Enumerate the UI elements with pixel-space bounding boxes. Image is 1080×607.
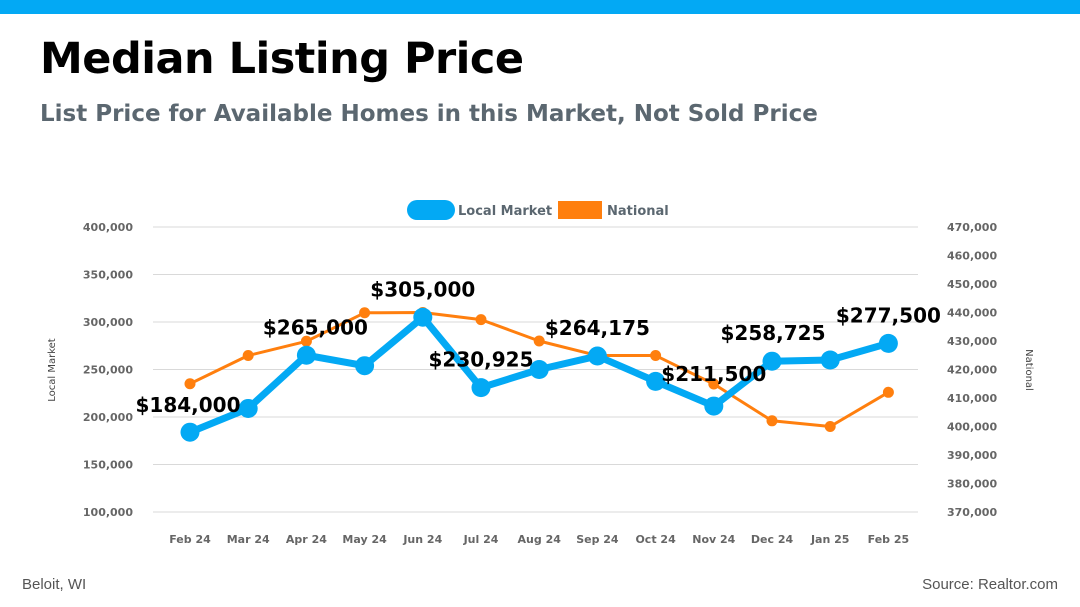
point-local-5 <box>471 378 491 398</box>
point-local-0 <box>180 422 200 442</box>
y-tick-label: 150,000 <box>83 459 133 472</box>
data-label-local-7: $264,175 <box>545 316 650 340</box>
data-label-local-9: $211,500 <box>661 362 766 386</box>
point-national-1 <box>242 350 254 362</box>
page-title: Median Listing Price <box>40 34 524 84</box>
y2-tick-label: 370,000 <box>947 506 997 519</box>
data-label-local-5: $230,925 <box>428 348 533 372</box>
legend-label-national: National <box>607 204 669 219</box>
y-tick-label: 250,000 <box>83 364 133 377</box>
legend-swatch-national <box>558 201 602 219</box>
point-local-10 <box>762 351 782 371</box>
point-national-0 <box>184 378 196 390</box>
y2-tick-label: 380,000 <box>947 478 997 491</box>
y2-tick-label: 470,000 <box>947 221 997 234</box>
x-tick-label: Jul 24 <box>463 533 499 546</box>
data-label-local-4: $305,000 <box>370 277 475 301</box>
x-tick-label: Nov 24 <box>692 533 735 546</box>
source-label: Source: Realtor.com <box>922 576 1058 593</box>
y2-tick-label: 460,000 <box>947 250 997 263</box>
y2-tick-label: 420,000 <box>947 364 997 377</box>
page-subtitle: List Price for Available Homes in this M… <box>40 101 818 127</box>
data-label-local-10: $258,725 <box>720 321 825 345</box>
y2-tick-label: 400,000 <box>947 421 997 434</box>
point-local-4 <box>413 307 433 327</box>
point-local-8 <box>646 371 666 391</box>
point-national-12 <box>882 386 894 398</box>
y-tick-label: 200,000 <box>83 411 133 424</box>
x-tick-label: Feb 24 <box>169 533 211 546</box>
y2-axis-title: National <box>1023 349 1034 391</box>
point-local-3 <box>355 356 375 376</box>
point-local-6 <box>529 360 549 379</box>
point-national-6 <box>533 335 545 347</box>
data-label-local-2: $265,000 <box>263 315 368 339</box>
x-tick-label: Jan 25 <box>810 533 849 546</box>
point-local-1 <box>238 398 258 418</box>
legend-label-local: Local Market <box>458 204 552 219</box>
x-tick-label: Aug 24 <box>518 533 562 546</box>
y2-tick-label: 390,000 <box>947 449 997 462</box>
point-national-5 <box>475 314 487 326</box>
x-tick-label: Oct 24 <box>635 533 676 546</box>
data-label-local-0: $184,000 <box>135 393 240 417</box>
x-tick-label: Jun 24 <box>402 533 442 546</box>
y-tick-label: 300,000 <box>83 316 133 329</box>
y2-tick-label: 430,000 <box>947 335 997 348</box>
y-axis-title: Local Market <box>47 338 58 402</box>
point-local-12 <box>878 333 898 353</box>
point-national-2 <box>300 335 312 347</box>
y2-tick-label: 410,000 <box>947 392 997 405</box>
x-tick-label: Sep 24 <box>576 533 619 546</box>
point-local-7 <box>587 346 607 366</box>
y-tick-label: 400,000 <box>83 221 133 234</box>
y-tick-label: 100,000 <box>83 506 133 519</box>
point-local-9 <box>704 396 724 416</box>
x-tick-label: Apr 24 <box>286 533 327 546</box>
point-national-10 <box>766 415 778 427</box>
location-label: Beloit, WI <box>22 576 87 593</box>
y2-tick-label: 440,000 <box>947 307 997 320</box>
y2-tick-label: 450,000 <box>947 278 997 291</box>
x-tick-label: Feb 25 <box>868 533 910 546</box>
data-label-local-12: $277,500 <box>836 303 941 327</box>
point-national-11 <box>824 421 836 432</box>
point-local-11 <box>820 350 840 370</box>
x-tick-label: May 24 <box>342 533 387 546</box>
point-national-9 <box>708 378 720 390</box>
point-national-3 <box>359 307 371 319</box>
x-tick-label: Mar 24 <box>227 533 270 546</box>
top-accent-bar <box>0 0 1080 14</box>
x-tick-label: Dec 24 <box>751 533 794 546</box>
point-national-8 <box>650 350 662 362</box>
point-local-2 <box>296 345 316 365</box>
y-tick-label: 350,000 <box>83 269 133 282</box>
legend-swatch-local <box>407 200 455 220</box>
